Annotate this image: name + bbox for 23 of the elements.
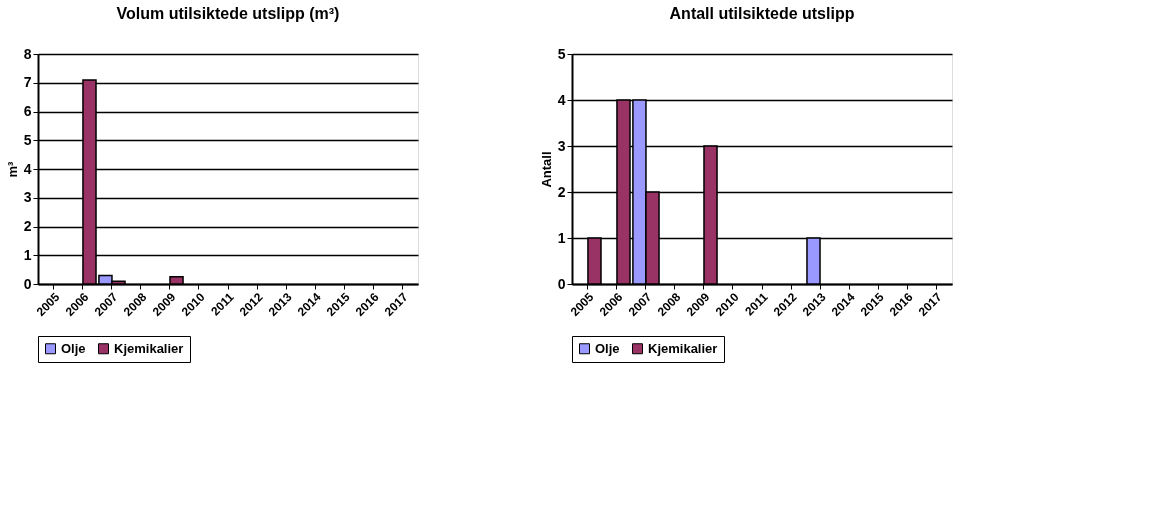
y-tick-label: 8: [23, 45, 32, 62]
y-tick-label: 4: [557, 91, 566, 108]
y-tick-label: 2: [557, 183, 566, 200]
y-tick-label: 0: [557, 275, 566, 292]
y-tick-label: 1: [557, 229, 566, 246]
y-tick-label: 5: [23, 131, 32, 148]
y-tick-label: 7: [23, 74, 32, 91]
y-tick-label: 6: [23, 103, 32, 119]
legend-label: Olje: [61, 340, 86, 356]
y-tick-label: 2: [23, 218, 32, 234]
legend-label: Kjemikalier: [114, 340, 184, 356]
legend-label: Olje: [595, 340, 620, 356]
chart-title: Antall utilsiktede utslipp: [669, 5, 855, 22]
y-tick-label: 3: [23, 189, 32, 206]
chart-title: Volum utilsiktede utslipp (m³): [116, 5, 340, 22]
y-tick-label: 3: [557, 137, 566, 154]
y-tick-label: 1: [23, 246, 32, 263]
y-axis-title: Antall: [538, 151, 554, 188]
legend-label: Kjemikalier: [648, 340, 718, 356]
y-axis-title: m³: [4, 160, 20, 178]
y-tick-label: 4: [23, 160, 32, 177]
y-tick-label: 5: [557, 45, 566, 62]
y-tick-label: 0: [23, 275, 32, 292]
